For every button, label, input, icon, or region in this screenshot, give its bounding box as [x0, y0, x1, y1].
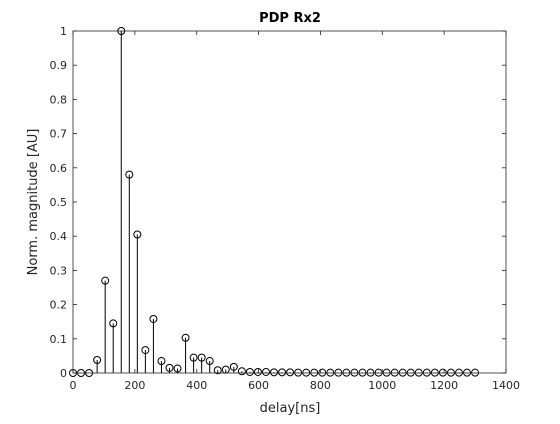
x-tick-label: 1200	[430, 379, 458, 392]
x-tick-label: 800	[310, 379, 331, 392]
y-tick-label: 0.7	[50, 128, 68, 141]
plot-area	[73, 31, 506, 373]
y-tick-label: 1	[60, 25, 67, 38]
x-tick-label: 400	[186, 379, 207, 392]
stem-marker	[149, 314, 158, 323]
x-tick-label: 600	[248, 379, 269, 392]
x-tick-label: 200	[124, 379, 145, 392]
y-tick-label: 0.3	[50, 264, 68, 277]
x-axis-ticks: 0 200 400 600 800 1000 1200 1400	[70, 31, 520, 392]
y-tick-label: 0.1	[50, 333, 68, 346]
x-tick-label: 0	[70, 379, 77, 392]
stem-marker	[181, 333, 190, 342]
y-tick-label: 0	[60, 367, 67, 380]
stem-marker	[133, 230, 142, 239]
x-tick-label: 1000	[368, 379, 396, 392]
stem-marker	[237, 367, 246, 376]
stem-marker	[125, 170, 134, 179]
stem-marker	[270, 368, 279, 377]
stem-marker	[109, 319, 118, 328]
stem-marker	[278, 368, 287, 377]
stem-marker	[173, 364, 182, 373]
stem-marker	[205, 357, 214, 366]
y-tick-label: 0.2	[50, 299, 68, 312]
y-tick-label: 0.5	[50, 196, 68, 209]
stem-marker	[213, 366, 222, 375]
x-tick-label: 1400	[492, 379, 520, 392]
stem-marker	[93, 356, 102, 365]
stem-marker	[189, 353, 198, 362]
stem-marker	[286, 368, 295, 377]
y-tick-label: 0.6	[50, 162, 68, 175]
y-axis-ticks: 0 0.1 0.2 0.3 0.4 0.5 0.6 0.7 0.8 0.9 1	[50, 25, 506, 380]
stem-marker	[229, 362, 238, 371]
stem-marker	[245, 367, 254, 376]
chart-title: PDP Rx2	[259, 11, 321, 26]
y-tick-label: 0.4	[50, 230, 68, 243]
stem-marker	[253, 367, 262, 376]
stem-marker	[141, 346, 150, 355]
x-axis-label: delay[ns]	[260, 401, 321, 416]
y-tick-label: 0.8	[50, 93, 68, 106]
stem-marker	[197, 353, 206, 362]
y-tick-label: 0.9	[50, 59, 68, 72]
stem-marker	[157, 357, 166, 366]
stems-layer	[96, 31, 476, 373]
stem-marker	[261, 367, 270, 376]
stem-marker	[165, 363, 174, 372]
stem-marker	[101, 276, 110, 285]
y-axis-label: Norm. magnitude [AU]	[26, 129, 41, 276]
